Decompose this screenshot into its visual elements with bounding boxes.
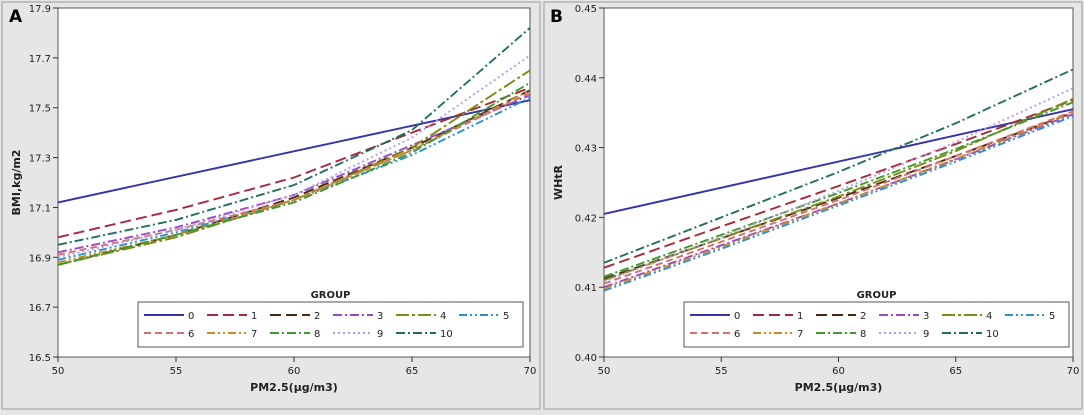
panel-a-series-line-1 (57, 86, 531, 239)
panel-b-series-line-0 (603, 108, 1074, 215)
panel-b-x-tick-label: 65 (949, 366, 962, 377)
panel-a-legend-label-2: 2 (314, 311, 320, 322)
panel-a-y-tick-label: 16.7 (29, 303, 51, 314)
panel-a-series-line-3 (57, 94, 531, 254)
panel-b-legend-title: GROUP (857, 290, 897, 301)
panel-b-legend-label-9: 9 (923, 329, 929, 340)
panel-b-x-tick-label: 70 (1067, 366, 1080, 377)
panel-a-series-line-0 (57, 99, 531, 204)
panel-a-y-tick-label: 17.9 (29, 4, 51, 15)
panel-a-legend-label-3: 3 (377, 311, 383, 322)
panel-a-x-tick-label: 60 (288, 366, 301, 377)
panel-a-legend-label-8: 8 (314, 329, 320, 340)
panel-b-legend-box (683, 301, 1070, 348)
panel-a-legend-label-7: 7 (251, 329, 257, 340)
panel-b-y-tick-label: 0.43 (575, 144, 597, 155)
panel-a-legend-label-6: 6 (188, 329, 194, 340)
panel-b-plot-area (603, 7, 1074, 358)
panel-b-series-line-6 (603, 110, 1074, 285)
panel-a-legend-label-5: 5 (503, 311, 509, 322)
panel-a-legend-label-1: 1 (251, 311, 257, 322)
panel-a: A 16.516.716.917.117.317.517.717.950 55 60… (1, 1, 541, 410)
panel-b-legend: GROUP 0 1 2 3 4 5 6 7 8 9 10 (683, 290, 1070, 348)
panel-b-series-line-7 (603, 111, 1074, 290)
panel-b-series-group (603, 68, 1074, 292)
panel-a-y-tick-label: 16.9 (29, 253, 51, 264)
panel-b-legend-label-0: 0 (734, 311, 740, 322)
panel-a-legend: GROUP 0 1 2 3 4 5 6 7 8 9 10 (137, 290, 524, 348)
panel-a-y-tick-label: 17.3 (29, 154, 51, 165)
panel-a-legend-label-9: 9 (377, 329, 383, 340)
panel-a-series-line-8 (57, 81, 531, 266)
panel-a-y-tick-label: 16.5 (29, 353, 51, 364)
panel-b-series-line-1 (603, 99, 1074, 269)
panel-b-x-tick-label: 60 (832, 366, 845, 377)
panel-a-plot-area (57, 7, 531, 358)
panel-b-series-line-10 (603, 68, 1074, 264)
panel-b-x-axis-label: PM2.5(μg/m3) (795, 381, 883, 394)
panel-a-legend-label-0: 0 (188, 311, 194, 322)
panel-b-series-line-4 (603, 97, 1074, 282)
panel-a-plot-group: 16.516.716.917.117.317.517.717.950 55 60 65… (10, 4, 536, 394)
panel-b-series-line-9 (603, 87, 1074, 283)
panel-b-series-line-5 (603, 115, 1074, 292)
panel-b-y-axis-label: WHtR (552, 164, 565, 200)
panel-b-legend-label-1: 1 (797, 311, 803, 322)
panel-b-y-tick-label: 0.42 (575, 213, 597, 224)
panel-a-series-line-10 (57, 27, 531, 246)
panel-b-legend-label-2: 2 (860, 311, 866, 322)
panel-b-y-tick-label: 0.45 (575, 4, 597, 15)
panel-b-x-tick-label: 50 (598, 366, 611, 377)
panel-a-label: A (9, 7, 23, 27)
panel-b-legend-label-5: 5 (1049, 311, 1055, 322)
panel-a-legend-label-4: 4 (440, 311, 446, 322)
panel-a-series-group (57, 27, 531, 266)
panel-b-legend-label-4: 4 (986, 311, 992, 322)
panel-b-y-tick-label: 0.40 (575, 353, 597, 364)
panel-b-legend-label-8: 8 (860, 329, 866, 340)
panel-a-y-axis-label: BMI,kg/m2 (10, 150, 23, 216)
panel-b-y-tick-label: 0.44 (575, 74, 597, 85)
panel-a-legend-title: GROUP (311, 290, 351, 301)
panel-b-label: B (550, 7, 563, 27)
panel-a-x-axis-label: PM2.5(μg/m3) (250, 381, 338, 394)
panel-a-series-line-9 (57, 54, 531, 259)
panel-a-x-tick-label: 70 (524, 366, 537, 377)
panel-a-x-tick-label: 50 (52, 366, 65, 377)
panel-b-legend-label-7: 7 (797, 329, 803, 340)
panel-a-legend-label-10: 10 (440, 329, 453, 340)
panel-a-y-tick-label: 17.7 (29, 54, 51, 65)
panel-a-x-tick-label: 55 (170, 366, 183, 377)
panel-b-x-tick-label: 55 (715, 366, 728, 377)
panel-b-y-tick-label: 0.41 (575, 283, 597, 294)
panel-a-y-tick-label: 17.5 (29, 104, 51, 115)
panel-b-series-line-8 (603, 101, 1074, 278)
panel-b-legend-label-3: 3 (923, 311, 929, 322)
panel-a-y-tick-label: 17.1 (29, 203, 51, 214)
panel-a-legend-box (137, 301, 524, 348)
panel-b-legend-label-10: 10 (986, 329, 999, 340)
panel-b-legend-label-6: 6 (734, 329, 740, 340)
panel-a-x-tick-label: 65 (406, 366, 419, 377)
